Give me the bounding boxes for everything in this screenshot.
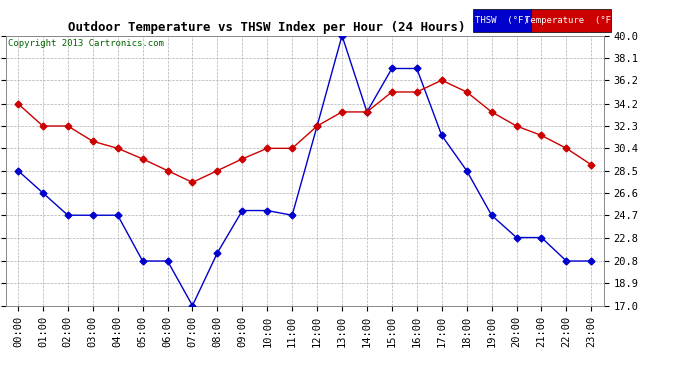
Text: Temperature  (°F): Temperature (°F) [525, 16, 617, 25]
Text: Copyright 2013 Cartronics.com: Copyright 2013 Cartronics.com [8, 39, 164, 48]
Title: Outdoor Temperature vs THSW Index per Hour (24 Hours)  20130401: Outdoor Temperature vs THSW Index per Ho… [68, 21, 541, 34]
Text: THSW  (°F): THSW (°F) [475, 16, 529, 25]
